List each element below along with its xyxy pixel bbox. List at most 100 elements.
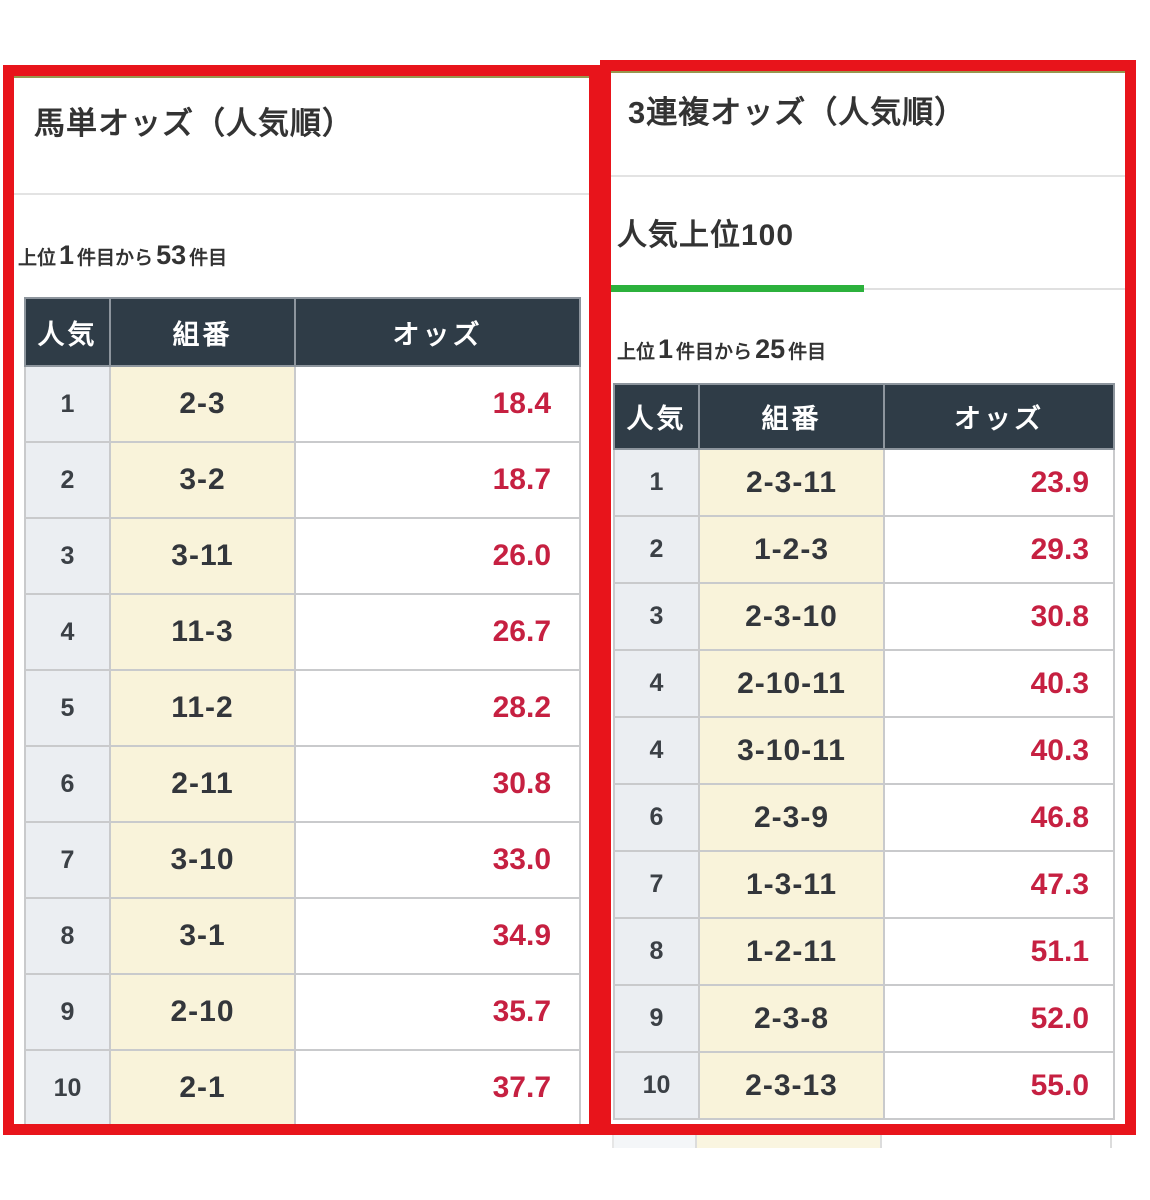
combo-cell: 11-3	[109, 593, 296, 671]
exacta-panel-title: 馬単オッズ（人気順）	[34, 106, 354, 141]
combo-cell: 1-2-3	[698, 515, 885, 584]
trio-table-row: 2 1-2-3 29.3	[613, 515, 1115, 584]
combo-cell: 3-10	[109, 821, 296, 899]
rank-cell: 7	[24, 821, 111, 899]
odds-cell: 28.2	[294, 669, 581, 747]
tab-popularity-top-100[interactable]: 人気上位100	[617, 219, 795, 252]
odds-cell: 26.7	[294, 593, 581, 671]
exacta-table-row: 5 11-2 28.2	[24, 669, 581, 747]
range-from: 1	[59, 240, 75, 270]
combo-cell: 3-2	[109, 441, 296, 519]
combo-cell: 2-10	[109, 973, 296, 1051]
exacta-odds-panel: 馬単オッズ（人気順） 上位 1 件目から 53 件目 人気 組番 オッズ 1 2-3 1…	[3, 65, 600, 1135]
trio-table-header-row: 人気 組番 オッズ	[613, 383, 1115, 450]
combo-cell: 11-2	[109, 669, 296, 747]
range-from: 1	[658, 334, 674, 364]
rank-cell: 9	[24, 973, 111, 1051]
trio-result-range: 上位 1 件目から 25 件目	[617, 334, 1125, 365]
rank-cell: 8	[24, 897, 111, 975]
exacta-table-row: 8 3-1 34.9	[24, 897, 581, 975]
header-odds: オッズ	[883, 383, 1115, 450]
exacta-table-header-row: 人気 組番 オッズ	[24, 297, 581, 367]
range-prefix: 上位	[617, 342, 656, 363]
title-divider	[611, 175, 1125, 177]
trio-table-row: 4 3-10-11 40.3	[613, 716, 1115, 785]
odds-cell: 46.8	[883, 783, 1115, 852]
combo-cell: 2-3-11	[698, 448, 885, 517]
trio-odds-table: 人気 組番 オッズ 1 2-3-11 23.9 2 1-2-3 29.3	[613, 383, 1115, 1120]
odds-cell: 29.3	[883, 515, 1115, 584]
header-rank: 人気	[24, 297, 111, 367]
rank-cell: 3	[613, 582, 700, 651]
rank-cell: 10	[24, 1049, 111, 1124]
odds-cell: 33.0	[294, 821, 581, 899]
exacta-result-range: 上位 1 件目から 53 件目	[18, 240, 589, 271]
combo-cell: 1-3-11	[698, 850, 885, 919]
combo-cell: 3-10-11	[698, 716, 885, 785]
rank-cell: 4	[613, 649, 700, 718]
combo-cell: 2-3	[109, 365, 296, 443]
range-prefix: 上位	[18, 248, 57, 269]
rank-cell: 5	[24, 669, 111, 747]
rank-cell: 4	[24, 593, 111, 671]
trio-table-row: 3 2-3-10 30.8	[613, 582, 1115, 651]
exacta-table-row: 9 2-10 35.7	[24, 973, 581, 1051]
rank-cell: 2	[613, 515, 700, 584]
clipped-odds-cell	[882, 1135, 1112, 1148]
clipped-rank-cell	[612, 1135, 697, 1148]
exacta-table-row: 7 3-10 33.0	[24, 821, 581, 899]
panel-top-accent-line	[14, 76, 589, 78]
exacta-table-row: 3 3-11 26.0	[24, 517, 581, 595]
range-unit-to: 件目	[788, 342, 827, 363]
trio-table-row: 8 1-2-11 51.1	[613, 917, 1115, 986]
tab-underline-track	[611, 288, 1125, 290]
odds-cell: 30.8	[294, 745, 581, 823]
rank-cell: 8	[613, 917, 700, 986]
title-divider	[14, 193, 589, 195]
range-unit-from: 件目から	[676, 342, 753, 363]
rank-cell: 4	[613, 716, 700, 785]
trio-table-row: 9 2-3-8 52.0	[613, 984, 1115, 1053]
combo-cell: 2-3-8	[698, 984, 885, 1053]
combo-cell: 2-3-13	[698, 1051, 885, 1120]
clipped-combo-cell	[697, 1135, 882, 1148]
combo-cell: 3-11	[109, 517, 296, 595]
header-odds: オッズ	[294, 297, 581, 367]
trio-panel-title: 3連複オッズ（人気順）	[628, 95, 967, 130]
trio-odds-panel: 3連複オッズ（人気順） 人気上位100 上位 1 件目から 25 件目 人気 組番 オッ…	[600, 60, 1136, 1135]
rank-cell: 10	[613, 1051, 700, 1120]
odds-cell: 55.0	[883, 1051, 1115, 1120]
odds-cell: 40.3	[883, 716, 1115, 785]
trio-table-row: 4 2-10-11 40.3	[613, 649, 1115, 718]
odds-cell: 47.3	[883, 850, 1115, 919]
exacta-table-row: 1 2-3 18.4	[24, 365, 581, 443]
range-unit-from: 件目から	[77, 248, 154, 269]
odds-cell: 37.7	[294, 1049, 581, 1124]
odds-cell: 26.0	[294, 517, 581, 595]
combo-cell: 3-1	[109, 897, 296, 975]
range-to: 25	[755, 334, 786, 364]
panel-top-accent-line	[611, 71, 1125, 73]
rank-cell: 1	[613, 448, 700, 517]
odds-cell: 18.7	[294, 441, 581, 519]
trio-table-row: 1 2-3-11 23.9	[613, 448, 1115, 517]
combo-cell: 2-11	[109, 745, 296, 823]
rank-cell: 6	[24, 745, 111, 823]
combo-cell: 2-3-9	[698, 783, 885, 852]
range-to: 53	[156, 240, 187, 270]
rank-cell: 9	[613, 984, 700, 1053]
odds-cell: 52.0	[883, 984, 1115, 1053]
exacta-table-row: 4 11-3 26.7	[24, 593, 581, 671]
odds-cell: 40.3	[883, 649, 1115, 718]
trio-table-row: 6 2-3-9 46.8	[613, 783, 1115, 852]
rank-cell: 2	[24, 441, 111, 519]
odds-cell: 23.9	[883, 448, 1115, 517]
odds-cell: 34.9	[294, 897, 581, 975]
odds-cell: 30.8	[883, 582, 1115, 651]
combo-cell: 2-10-11	[698, 649, 885, 718]
exacta-odds-table: 人気 組番 オッズ 1 2-3 18.4 2 3-2 18.7	[24, 297, 581, 1124]
rank-cell: 3	[24, 517, 111, 595]
exacta-table-row: 2 3-2 18.7	[24, 441, 581, 519]
header-combo: 組番	[109, 297, 296, 367]
tab-active-indicator	[611, 285, 864, 292]
